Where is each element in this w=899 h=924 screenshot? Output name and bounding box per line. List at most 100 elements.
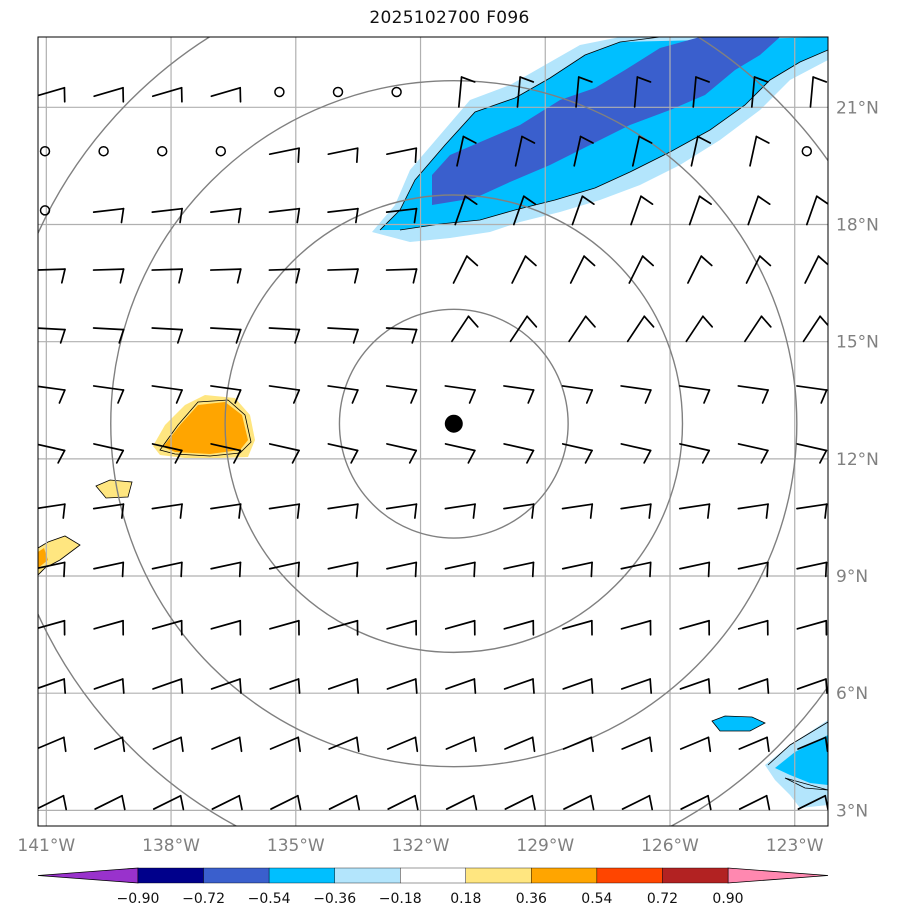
- wind-barb: [210, 619, 242, 636]
- wind-barb: [451, 315, 479, 343]
- wind-barb: [692, 76, 710, 108]
- wind-barb: [209, 327, 242, 344]
- wind-barb: [92, 207, 125, 224]
- wind-barb: [269, 736, 301, 753]
- wind-barb: [151, 268, 184, 284]
- wind-barb: [38, 561, 66, 578]
- wind-barb: [796, 385, 828, 404]
- wind-barb: [679, 736, 712, 753]
- wind-barb: [151, 619, 183, 636]
- wind-barb: [561, 443, 593, 464]
- range-ring: [338, 308, 569, 539]
- wind-barb: [738, 736, 770, 753]
- wind-barb: [269, 678, 301, 694]
- colorbar: −0.90 −0.72 −0.54 −0.36 −0.18 0.18 0.36 0.54 0.7…: [37, 867, 829, 907]
- wind-barb: [210, 86, 242, 103]
- wind-barb: [387, 794, 419, 811]
- wind-barb: [571, 195, 595, 226]
- colorbar-segment: [662, 867, 729, 884]
- wind-barb: [385, 327, 418, 344]
- calm-wind-marker: [98, 145, 109, 157]
- wind-barb: [804, 255, 828, 284]
- wind-barb: [211, 736, 243, 753]
- wind-barb: [621, 794, 654, 811]
- wind-barb: [503, 678, 535, 694]
- wind-barb: [452, 255, 479, 284]
- wind-barb: [386, 619, 418, 636]
- wind-barb: [385, 385, 418, 404]
- wind-barb: [38, 678, 67, 694]
- wind-barb: [575, 76, 593, 108]
- wind-barb: [152, 794, 185, 811]
- wind-barb: [620, 385, 652, 404]
- colorbar-tick-label: −0.72: [182, 891, 225, 907]
- wind-barb: [633, 76, 652, 108]
- wind-barb: [38, 86, 66, 103]
- wind-barb: [385, 503, 418, 519]
- wind-barb: [568, 315, 596, 343]
- wind-barb: [630, 195, 654, 226]
- colorbar-segment: [203, 867, 270, 884]
- wind-barb: [680, 794, 712, 811]
- wind-barb: [514, 135, 536, 167]
- wind-barb: [92, 503, 125, 519]
- positive-anomaly-contour: [159, 399, 252, 457]
- calm-wind-marker: [156, 145, 168, 157]
- calm-wind-marker: [274, 86, 285, 98]
- wind-barb: [268, 443, 300, 464]
- wind-barb: [327, 385, 359, 404]
- wind-barb: [444, 503, 476, 519]
- wind-barb: [805, 195, 828, 226]
- wind-barb: [620, 443, 652, 464]
- wind-barb: [268, 147, 300, 164]
- longitude-tick-label: 123°W: [766, 836, 824, 856]
- wind-barb: [569, 255, 596, 284]
- wind-barb: [744, 315, 772, 343]
- colorbar-tick-label: −0.90: [117, 891, 160, 907]
- wind-barb: [268, 503, 301, 519]
- negative-anomaly-se-medium: [775, 735, 828, 785]
- calm-wind-marker: [215, 145, 227, 157]
- wind-barb: [685, 315, 714, 343]
- wind-barb: [92, 268, 125, 284]
- calm-wind-marker: [391, 86, 402, 98]
- wind-barb: [151, 327, 184, 344]
- negative-anomaly-small: [711, 715, 766, 732]
- wind-barb: [93, 86, 125, 103]
- wind-barb: [386, 443, 418, 464]
- wind-barb: [512, 195, 537, 226]
- wind-barb: [94, 794, 126, 811]
- wind-barb: [327, 443, 359, 464]
- wind-barb: [797, 736, 828, 753]
- positive-anomaly-small: [95, 479, 133, 499]
- negative-anomaly-strong: [432, 37, 780, 205]
- calm-wind-marker: [332, 86, 344, 98]
- wind-barb: [747, 195, 771, 226]
- wind-barb: [503, 443, 535, 464]
- wind-barb: [509, 315, 538, 343]
- colorbar-tick-label: 0.36: [516, 891, 547, 907]
- colorbar-extend-low: [37, 867, 139, 884]
- colorbar-segment: [268, 867, 335, 884]
- wind-barb: [796, 678, 828, 694]
- wind-barb: [678, 385, 711, 404]
- longitude-tick-label: 132°W: [392, 836, 450, 856]
- range-rings: [38, 37, 828, 826]
- wind-barb: [679, 678, 711, 694]
- wind-barb: [796, 619, 828, 636]
- colorbar-segment: [137, 867, 204, 884]
- wind-barb: [38, 385, 66, 404]
- wind-barb: [738, 794, 771, 811]
- latitude-tick-label: 21°N: [836, 98, 879, 118]
- wind-barb: [385, 207, 418, 224]
- wind-barb: [454, 195, 478, 226]
- wind-barb: [328, 736, 360, 753]
- shaded-field-layer: [38, 37, 828, 808]
- latitude-tick-label: 9°N: [836, 567, 868, 587]
- wind-barb: [445, 794, 478, 811]
- calm-wind-marker: [801, 145, 813, 157]
- wind-barb: [738, 678, 770, 694]
- wind-barb: [626, 315, 655, 343]
- wind-barb: [268, 268, 301, 284]
